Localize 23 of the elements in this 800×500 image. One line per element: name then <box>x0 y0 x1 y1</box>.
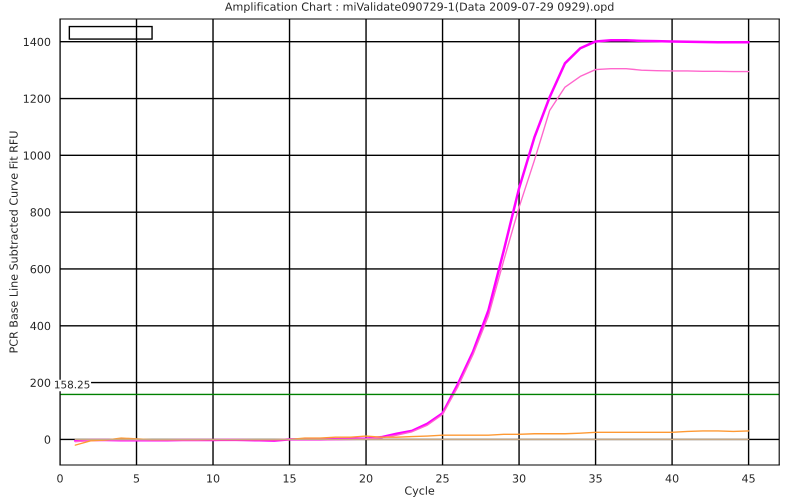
y-tick-label: 1200 <box>24 94 50 103</box>
x-tick-label: 25 <box>436 474 449 483</box>
line-series <box>74 430 750 446</box>
y-tick-label: 600 <box>30 264 50 274</box>
y-tick-label: 800 <box>30 208 50 217</box>
x-tick-label: 5 <box>134 474 140 483</box>
y-tick-label: 0 <box>44 435 50 444</box>
x-tick-label: 10 <box>207 474 220 483</box>
y-tick-label: 200 <box>30 378 50 387</box>
ref-line-label: 158.25 <box>55 380 90 388</box>
chart-title: Amplification Chart : miValidate090729-1(Data 2009-07-29 0929).opd <box>224 2 614 13</box>
x-tick-label: 30 <box>512 474 526 483</box>
x-tick-label: 45 <box>742 474 755 483</box>
x-axis-title: Cycle <box>405 486 434 497</box>
x-tick-label: 20 <box>360 474 372 483</box>
y-tick-label: 1400 <box>24 38 50 46</box>
x-tick-label: 15 <box>284 474 296 483</box>
y-axis-title: PCR Base Line Subtracted Curve Fit RFU <box>9 132 18 352</box>
x-tick-label: 35 <box>589 474 602 483</box>
x-tick-label: 40 <box>666 474 678 483</box>
y-tick-label: 1000 <box>24 151 50 160</box>
y-tick-label: 400 <box>30 322 50 330</box>
x-tick-label: 0 <box>57 474 63 483</box>
